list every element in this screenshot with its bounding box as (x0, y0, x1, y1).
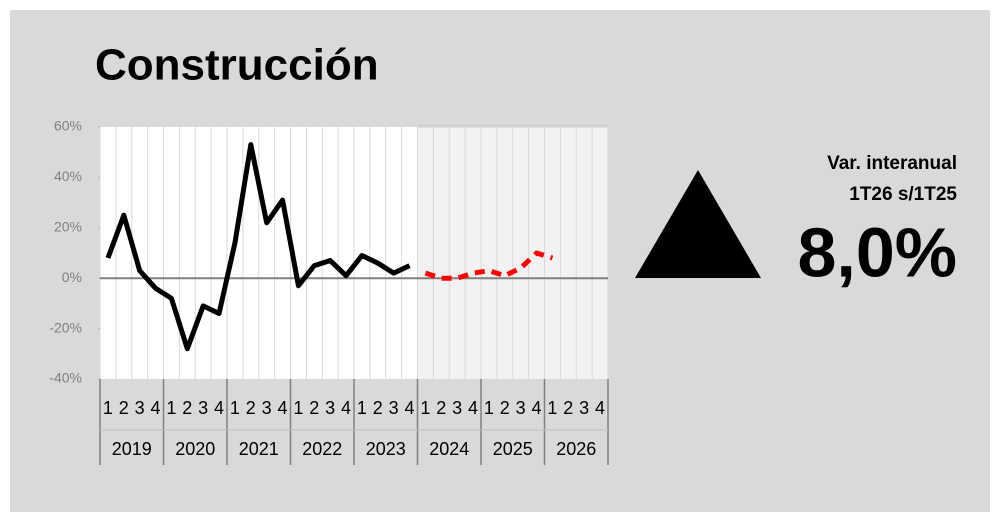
quarter-label: 2 (246, 398, 256, 418)
y-tick-label: 20% (54, 219, 82, 235)
y-tick-label: -40% (49, 370, 82, 386)
year-label: 2026 (556, 439, 596, 459)
quarter-label: 1 (547, 398, 557, 418)
quarter-label: 4 (468, 398, 478, 418)
y-tick-label: 40% (54, 168, 82, 184)
year-label: 2024 (429, 439, 469, 459)
quarter-label: 4 (278, 398, 288, 418)
quarter-label: 2 (309, 398, 319, 418)
quarter-label: 4 (151, 398, 161, 418)
quarter-label: 1 (230, 398, 240, 418)
up-arrow (635, 170, 761, 278)
year-label: 2021 (239, 439, 279, 459)
kpi-period: 1T26 s/1T25 (849, 184, 957, 205)
kpi-label: Var. interanual (827, 153, 957, 174)
quarter-label: 4 (341, 398, 351, 418)
quarter-label: 2 (436, 398, 446, 418)
quarter-label: 1 (166, 398, 176, 418)
quarter-label: 4 (405, 398, 415, 418)
quarter-label: 3 (389, 398, 399, 418)
quarter-label: 1 (484, 398, 494, 418)
quarter-label: 2 (563, 398, 573, 418)
quarter-label: 3 (579, 398, 589, 418)
quarter-label: 2 (373, 398, 383, 418)
quarter-label: 3 (262, 398, 272, 418)
y-tick-label: 60% (54, 118, 82, 134)
chart-title: Construcción (95, 41, 379, 90)
quarter-label: 4 (214, 398, 224, 418)
y-tick-label: -20% (49, 319, 82, 335)
quarter-label: 3 (325, 398, 335, 418)
quarter-label: 2 (182, 398, 192, 418)
quarter-label: 2 (119, 398, 129, 418)
year-label: 2019 (112, 439, 152, 459)
year-label: 2025 (493, 439, 533, 459)
y-tick-label: 0% (62, 269, 82, 285)
kpi-value: 8,0% (797, 213, 957, 291)
quarter-label: 3 (516, 398, 526, 418)
quarter-label: 4 (532, 398, 542, 418)
quarter-label: 1 (420, 398, 430, 418)
quarter-label: 4 (595, 398, 605, 418)
year-label: 2020 (175, 439, 215, 459)
quarter-label: 2 (500, 398, 510, 418)
series-line (105, 142, 411, 352)
series-line (424, 250, 554, 281)
quarter-label: 3 (135, 398, 145, 418)
quarter-label: 1 (357, 398, 367, 418)
quarter-label: 3 (198, 398, 208, 418)
quarter-label: 3 (452, 398, 462, 418)
year-label: 2022 (302, 439, 342, 459)
quarter-label: 1 (103, 398, 113, 418)
year-label: 2023 (366, 439, 406, 459)
quarter-label: 1 (293, 398, 303, 418)
